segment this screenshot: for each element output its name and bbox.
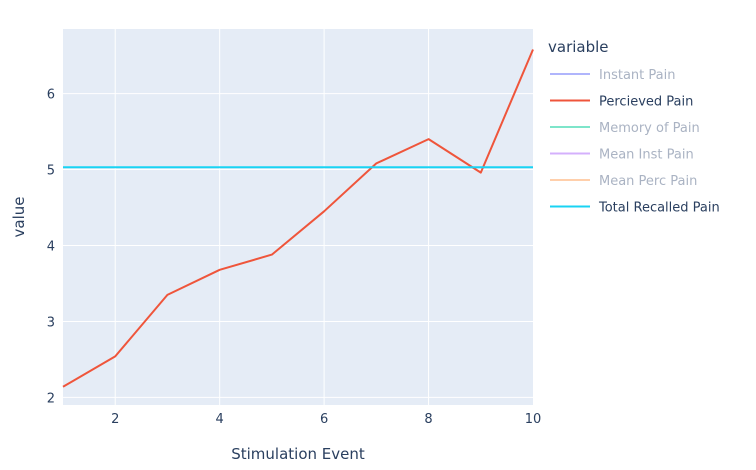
y-tick-label: 6	[47, 88, 55, 103]
legend-item-mean-perc-pain[interactable]: Mean Perc Pain	[599, 174, 697, 189]
plot-area	[63, 29, 533, 405]
x-tick-label: 2	[111, 412, 119, 427]
legend-item-percieved-pain[interactable]: Percieved Pain	[599, 95, 693, 110]
legend-item-instant-pain[interactable]: Instant Pain	[599, 68, 675, 83]
x-tick-label: 8	[424, 412, 432, 427]
legend-item-total-recalled-pain[interactable]: Total Recalled Pain	[598, 201, 720, 216]
x-tick-label: 4	[216, 412, 224, 427]
x-axis-ticks: 2 4 6 8 10	[111, 412, 541, 427]
series-layer	[62, 49, 534, 388]
y-tick-label: 2	[47, 391, 55, 406]
x-axis-title: Stimulation Event	[231, 445, 365, 463]
legend-title: variable	[548, 38, 609, 56]
legend: variable Instant Pain Percieved Pain Memor…	[548, 38, 720, 216]
legend-item-mean-inst-pain[interactable]: Mean Inst Pain	[599, 148, 694, 163]
y-axis-title: value	[10, 197, 28, 238]
y-tick-label: 5	[47, 164, 55, 179]
series-line-percieved-pain	[62, 49, 534, 388]
grid-lines	[63, 29, 533, 405]
y-tick-label: 3	[47, 315, 55, 330]
legend-item-memory-of-pain[interactable]: Memory of Pain	[599, 121, 700, 136]
y-tick-label: 4	[47, 239, 55, 254]
x-tick-label: 6	[320, 412, 328, 427]
y-axis-ticks: 2 3 4 5 6	[47, 88, 55, 407]
x-tick-label: 10	[525, 412, 542, 427]
